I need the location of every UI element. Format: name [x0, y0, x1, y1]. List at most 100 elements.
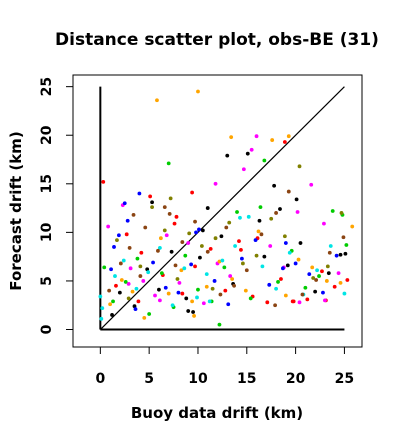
- data-point: [287, 250, 292, 255]
- data-point: [259, 232, 264, 237]
- data-point: [240, 261, 245, 266]
- data-point: [283, 241, 288, 245]
- data-point: [118, 261, 123, 266]
- data-point: [336, 271, 341, 276]
- data-point: [327, 250, 332, 255]
- data-point: [262, 158, 267, 163]
- data-point: [142, 315, 147, 320]
- data-point: [224, 225, 229, 230]
- data-point: [273, 303, 278, 308]
- data-point: [258, 205, 263, 210]
- data-point: [344, 243, 349, 247]
- data-point: [345, 278, 350, 282]
- data-point: [106, 224, 111, 229]
- data-point: [157, 287, 161, 292]
- data-point: [230, 277, 235, 281]
- data-point: [192, 314, 196, 318]
- data-point: [125, 218, 130, 223]
- data-point: [249, 147, 254, 152]
- y-tick-label: 5: [39, 276, 55, 286]
- data-point: [199, 244, 204, 248]
- y-tick-label: 15: [39, 174, 55, 193]
- y-tick-label: 25: [39, 77, 55, 96]
- data-point: [238, 215, 242, 220]
- data-point: [213, 236, 218, 241]
- data-point: [246, 214, 251, 219]
- data-point: [117, 290, 122, 295]
- data-point: [124, 232, 129, 237]
- data-point: [341, 235, 346, 240]
- y-tick-label: 20: [39, 125, 55, 145]
- data-point: [126, 296, 131, 301]
- data-point: [207, 299, 212, 304]
- data-point: [153, 293, 157, 298]
- data-point: [159, 271, 164, 276]
- data-point: [190, 190, 195, 195]
- data-point: [285, 263, 290, 268]
- data-point: [322, 298, 327, 303]
- data-point: [315, 268, 319, 273]
- data-point: [204, 272, 209, 277]
- data-point: [314, 278, 319, 282]
- data-point: [164, 233, 169, 238]
- data-point: [194, 230, 198, 235]
- data-point: [303, 285, 308, 290]
- data-point: [260, 264, 265, 269]
- data-point: [317, 274, 321, 278]
- y-tick-label: 0: [39, 324, 55, 334]
- data-point: [262, 254, 267, 259]
- data-point: [158, 236, 163, 241]
- data-point: [193, 264, 197, 269]
- data-point: [205, 206, 210, 210]
- data-point: [239, 247, 243, 252]
- plot-frame: [72, 74, 363, 348]
- data-point: [254, 134, 259, 139]
- data-point: [294, 197, 299, 202]
- data-point: [139, 250, 144, 255]
- x-tick-label: 10: [188, 371, 208, 387]
- data-point: [197, 227, 201, 232]
- data-point: [297, 164, 302, 169]
- data-point: [136, 299, 141, 304]
- data-point: [101, 179, 106, 184]
- data-point: [132, 304, 137, 309]
- x-tick-label: 20: [286, 371, 306, 387]
- data-point: [339, 211, 344, 215]
- data-point: [343, 251, 348, 256]
- data-point: [148, 194, 153, 199]
- data-point: [151, 260, 155, 265]
- data-point: [190, 299, 195, 304]
- data-point: [128, 266, 133, 271]
- data-point: [298, 241, 303, 245]
- data-point: [166, 291, 171, 296]
- data-point: [107, 288, 112, 293]
- data-point: [297, 300, 302, 305]
- data-point: [226, 302, 231, 307]
- x-tick-label: 15: [237, 371, 256, 387]
- data-point: [293, 261, 298, 266]
- data-point: [290, 299, 295, 304]
- data-point: [162, 205, 167, 210]
- data-point: [112, 245, 116, 249]
- data-point: [265, 300, 270, 305]
- data-point: [311, 276, 316, 280]
- data-point: [141, 279, 146, 283]
- data-point: [123, 280, 128, 284]
- reference-lines: [99, 86, 345, 331]
- data-point: [173, 263, 178, 268]
- data-point: [201, 301, 206, 306]
- data-point: [182, 266, 187, 271]
- data-point: [296, 257, 301, 262]
- y-axis-ticks: 0 5 10 15 20 25: [39, 77, 73, 334]
- data-point: [110, 313, 114, 317]
- data-point: [108, 302, 113, 307]
- data-point: [313, 289, 318, 294]
- data-point: [135, 256, 140, 261]
- data-points: [98, 89, 355, 327]
- data-point: [325, 264, 330, 269]
- x-axis-ticks: 0 5 10 15 20 25: [95, 347, 354, 387]
- data-point: [219, 234, 224, 239]
